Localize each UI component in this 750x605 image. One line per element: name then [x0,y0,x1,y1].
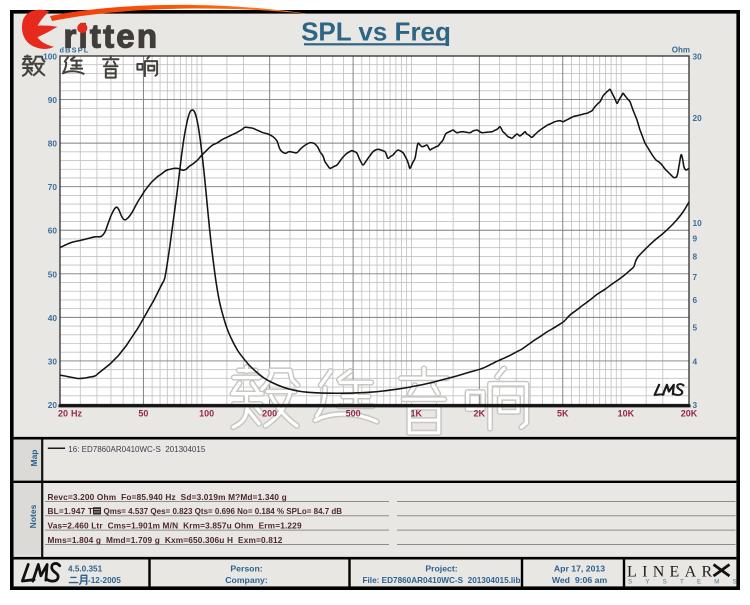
svg-text:4.5.0.351: 4.5.0.351 [68,564,103,573]
svg-text:ritten: ritten [64,18,160,55]
svg-text:10K: 10K [618,409,635,419]
svg-text:3: 3 [693,400,698,410]
svg-text:80: 80 [48,139,58,149]
svg-text:60: 60 [48,226,58,236]
svg-text:-12-2005: -12-2005 [88,576,121,585]
svg-text:20: 20 [48,400,58,410]
svg-text:8: 8 [693,252,698,262]
svg-text:100: 100 [43,52,57,62]
svg-text:dBSPL: dBSPL [60,45,90,54]
svg-text:1K: 1K [410,409,422,419]
svg-text:200: 200 [262,409,277,419]
svg-text:SYSTEMS: SYSTEMS [628,579,750,586]
svg-text:5: 5 [693,323,698,333]
svg-text:30: 30 [693,52,703,62]
svg-text:Project:: Project: [425,563,457,573]
svg-text:70: 70 [48,182,58,192]
svg-text:BL=1.947 T: BL=1.947 T [48,506,94,516]
svg-text:SPL vs Freq: SPL vs Freq [301,17,451,47]
svg-text:Mms=1.804 g Mmd=1.709 g Kxm=: Mms=1.804 g Mmd=1.709 g Kxm=650.306u H E… [48,535,283,545]
svg-text:Ohm: Ohm [672,45,690,54]
svg-text:6: 6 [693,295,698,305]
svg-text:Revc=3.200 Ohm Fo=85.940 Hz: Revc=3.200 Ohm Fo=85.940 Hz Sd=3.019m M?… [48,492,287,502]
svg-text:20: 20 [693,113,703,123]
svg-text:16: ED7860AR0410WC-S 20130401: 16: ED7860AR0410WC-S 201304015 [68,445,206,454]
svg-text:30: 30 [48,356,58,366]
svg-text:90: 90 [48,95,58,105]
svg-text:Qms= 4.537 Qes= 0.823 Qts= 0.6: Qms= 4.537 Qes= 0.823 Qts= 0.696 No= 0.1… [104,507,343,516]
svg-text:LINEAR: LINEAR [627,563,717,580]
svg-text:Person:: Person: [230,563,262,573]
svg-text:100: 100 [199,409,214,419]
svg-text:50: 50 [48,269,58,279]
svg-text:40: 40 [48,313,58,323]
svg-text:Notes: Notes [28,504,38,528]
svg-text:File: ED7860AR0410WC-S 201304: File: ED7860AR0410WC-S 201304015.lib [363,576,521,585]
svg-text:Vas=2.460 Ltr Cms=1.901m M/N: Vas=2.460 Ltr Cms=1.901m M/N Krm=3.857u … [48,521,302,531]
svg-text:Apr 17, 2013: Apr 17, 2013 [554,563,605,573]
svg-text:20: 20 [58,409,68,419]
svg-text:9: 9 [693,234,698,244]
svg-text:7: 7 [693,272,698,282]
svg-text:50: 50 [138,409,148,419]
svg-text:Hz: Hz [71,409,82,419]
svg-text:4: 4 [693,357,698,367]
svg-text:Company:: Company: [225,575,268,585]
svg-text:2K: 2K [474,409,486,419]
svg-text:10: 10 [693,218,703,228]
svg-text:20K: 20K [681,409,698,419]
svg-text:Wed 9:06 am: Wed 9:06 am [552,575,608,585]
svg-text:500: 500 [346,409,361,419]
svg-text:5K: 5K [557,409,569,419]
svg-text:Map: Map [29,450,39,467]
